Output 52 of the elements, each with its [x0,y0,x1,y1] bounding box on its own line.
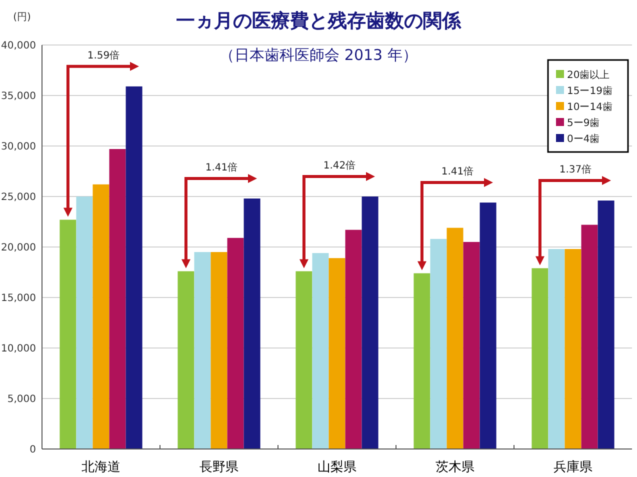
chart-title: 一ヵ月の医療費と残存歯数の関係 [176,10,462,32]
legend-label: 20歯以上 [567,69,610,81]
bar [598,200,614,449]
bar [345,230,362,449]
y-tick-label: 0 [30,444,36,456]
bar [60,220,76,449]
bar [227,238,244,449]
x-tick-label: 兵庫県 [554,459,592,475]
bar [109,149,126,449]
bar [178,271,194,449]
bar [581,224,598,449]
x-tick-label: 山梨県 [318,460,356,475]
y-tick-label: 10,000 [1,344,36,354]
bar [532,268,548,449]
bar [446,228,464,449]
annotation: 1.42倍 [323,160,356,172]
y-tick-label: 25,000 [1,192,36,203]
annotation: 1.41倍 [441,166,474,178]
y-tick-label: 40,000 [1,40,36,52]
annotation: 1.41倍 [205,162,238,174]
annotation: 1.37倍 [559,164,592,176]
y-tick-label: 20,000 [1,242,36,254]
y-tick-label: 15,000 [1,293,36,304]
x-tick-label: 長野県 [200,460,238,475]
x-tick-label: 北海道 [82,460,120,475]
bar [463,242,480,449]
bar [296,271,312,449]
chart-subtitle: （日本歯科医師会 2013 年） [220,46,418,64]
annotation: 1.59倍 [87,49,120,62]
bar [362,196,378,449]
legend-label: 10ー14歯 [567,101,612,113]
bar [210,252,228,449]
bar [328,258,346,449]
y-tick-label: 5,000 [7,394,36,405]
bar [126,86,142,449]
bar [564,249,582,449]
bar [76,196,93,449]
bar [312,253,329,449]
y-tick-label: 30,000 [1,142,36,152]
legend-label: 5ー9歯 [567,117,600,129]
bar [430,238,447,449]
y-axis-title: (円) [13,12,31,23]
legend-label: 15ー19歯 [567,85,612,97]
bar [548,249,565,449]
bar [414,273,430,449]
y-tick-label: 35,000 [1,91,36,102]
bar [92,184,110,449]
x-tick-label: 茨木県 [436,460,474,475]
bar [194,252,211,449]
legend-label: 0ー4歯 [567,133,600,145]
bar [480,202,496,449]
bar [244,198,260,449]
